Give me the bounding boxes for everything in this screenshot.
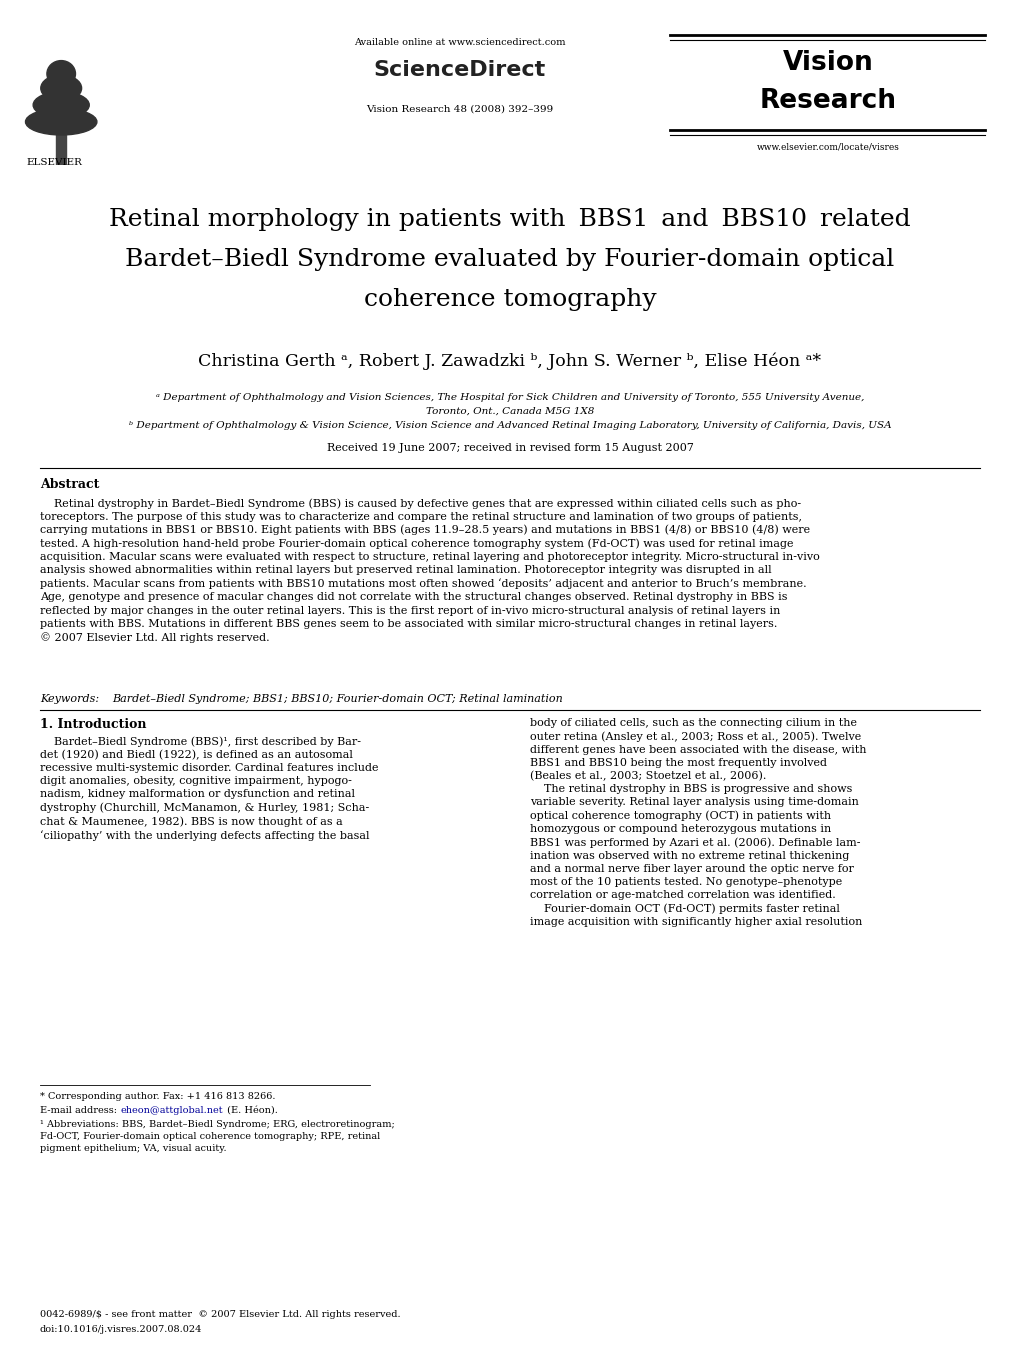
Text: doi:10.1016/j.visres.2007.08.024: doi:10.1016/j.visres.2007.08.024 xyxy=(40,1325,202,1335)
Text: Bardet–Biedl Syndrome; BBS1; BBS10; Fourier-domain OCT; Retinal lamination: Bardet–Biedl Syndrome; BBS1; BBS10; Four… xyxy=(112,694,562,704)
Text: Bardet–Biedl Syndrome evaluated by Fourier-domain optical: Bardet–Biedl Syndrome evaluated by Fouri… xyxy=(125,247,894,270)
Text: * Corresponding author. Fax: +1 416 813 8266.: * Corresponding author. Fax: +1 416 813 … xyxy=(40,1093,275,1101)
Text: Retinal morphology in patients with  BBS1  and  BBS10  related: Retinal morphology in patients with BBS1… xyxy=(109,208,910,231)
Text: Abstract: Abstract xyxy=(40,478,99,491)
Text: coherence tomography: coherence tomography xyxy=(364,288,655,311)
Text: 0042-6989/$ - see front matter  © 2007 Elsevier Ltd. All rights reserved.: 0042-6989/$ - see front matter © 2007 El… xyxy=(40,1310,400,1320)
Text: Research: Research xyxy=(759,88,896,114)
Text: ¹ Abbreviations: BBS, Bardet–Biedl Syndrome; ERG, electroretinogram;
Fd-OCT, Fou: ¹ Abbreviations: BBS, Bardet–Biedl Syndr… xyxy=(40,1120,394,1152)
Ellipse shape xyxy=(25,109,97,135)
Text: ELSEVIER: ELSEVIER xyxy=(26,158,82,167)
Text: Vision Research 48 (2008) 392–399: Vision Research 48 (2008) 392–399 xyxy=(366,105,553,114)
Text: eheon@attglobal.net: eheon@attglobal.net xyxy=(121,1106,223,1114)
Text: Keywords:: Keywords: xyxy=(40,694,106,704)
Text: (E. Héon).: (E. Héon). xyxy=(224,1106,277,1114)
Ellipse shape xyxy=(33,92,90,118)
Text: Bardet–Biedl Syndrome (BBS)¹, first described by Bar-
det (1920) and Biedl (1922: Bardet–Biedl Syndrome (BBS)¹, first desc… xyxy=(40,737,378,841)
Text: Toronto, Ont., Canada M5G 1X8: Toronto, Ont., Canada M5G 1X8 xyxy=(425,406,594,416)
Text: www.elsevier.com/locate/visres: www.elsevier.com/locate/visres xyxy=(756,143,899,152)
Text: ᵃ Department of Ophthalmology and Vision Sciences, The Hospital for Sick Childre: ᵃ Department of Ophthalmology and Vision… xyxy=(156,393,863,402)
Ellipse shape xyxy=(41,75,82,102)
Text: Received 19 June 2007; received in revised form 15 August 2007: Received 19 June 2007; received in revis… xyxy=(326,443,693,453)
Text: Available online at www.sciencedirect.com: Available online at www.sciencedirect.co… xyxy=(354,38,566,48)
Text: Vision: Vision xyxy=(782,50,872,76)
Text: ᵇ Department of Ophthalmology & Vision Science, Vision Science and Advanced Reti: ᵇ Department of Ophthalmology & Vision S… xyxy=(128,421,891,429)
Text: E-mail address:: E-mail address: xyxy=(40,1106,120,1114)
Text: 1. Introduction: 1. Introduction xyxy=(40,718,147,731)
Ellipse shape xyxy=(47,61,75,87)
Text: Christina Gerth ᵃ, Robert J. Zawadzki ᵇ, John S. Werner ᵇ, Elise Héon ᵃ*: Christina Gerth ᵃ, Robert J. Zawadzki ᵇ,… xyxy=(199,352,820,370)
Text: ScienceDirect: ScienceDirect xyxy=(374,60,545,80)
Bar xyxy=(56,124,66,164)
Text: Retinal dystrophy in Bardet–Biedl Syndrome (BBS) is caused by defective genes th: Retinal dystrophy in Bardet–Biedl Syndro… xyxy=(40,497,819,643)
Text: body of ciliated cells, such as the connecting cilium in the
outer retina (Ansle: body of ciliated cells, such as the conn… xyxy=(530,718,866,927)
